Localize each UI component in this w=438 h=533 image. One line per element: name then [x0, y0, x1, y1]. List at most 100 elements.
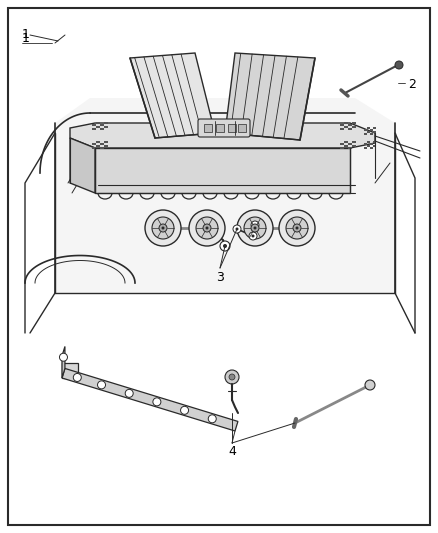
Bar — [104, 126, 108, 128]
Bar — [364, 147, 367, 149]
Circle shape — [153, 398, 161, 406]
Bar — [344, 122, 348, 124]
Polygon shape — [55, 98, 395, 293]
Text: 1: 1 — [22, 33, 30, 45]
Bar — [370, 133, 373, 135]
Circle shape — [251, 224, 259, 232]
Bar — [100, 124, 104, 126]
Bar — [352, 122, 356, 124]
Bar — [204, 124, 212, 132]
Bar — [340, 143, 344, 145]
Circle shape — [189, 210, 225, 246]
Bar — [373, 131, 376, 133]
Bar — [100, 147, 104, 149]
Polygon shape — [130, 53, 215, 138]
Bar — [344, 145, 348, 147]
Circle shape — [203, 224, 211, 232]
Bar — [352, 145, 356, 147]
Circle shape — [244, 217, 266, 239]
Text: 2: 2 — [408, 78, 416, 92]
Circle shape — [196, 217, 218, 239]
Circle shape — [236, 228, 239, 230]
Circle shape — [208, 415, 216, 423]
Circle shape — [220, 241, 230, 251]
Circle shape — [159, 224, 167, 232]
Bar — [348, 128, 352, 130]
Circle shape — [98, 381, 106, 389]
Circle shape — [225, 370, 239, 384]
Bar — [92, 147, 96, 149]
Bar — [216, 124, 224, 132]
Bar — [352, 126, 356, 128]
Bar — [367, 145, 370, 147]
Bar — [340, 128, 344, 130]
Circle shape — [251, 235, 254, 238]
Bar — [367, 127, 370, 129]
Circle shape — [162, 227, 165, 230]
Bar — [344, 126, 348, 128]
Bar — [364, 133, 367, 135]
Bar — [373, 145, 376, 147]
Polygon shape — [62, 368, 238, 431]
Polygon shape — [237, 223, 255, 240]
Polygon shape — [95, 148, 350, 193]
Bar — [228, 124, 236, 132]
Circle shape — [233, 225, 241, 233]
Bar — [348, 143, 352, 145]
Bar — [104, 122, 108, 124]
Bar — [238, 124, 246, 132]
Circle shape — [60, 353, 67, 361]
Circle shape — [223, 244, 227, 248]
Bar — [352, 141, 356, 143]
Bar — [370, 143, 373, 145]
Circle shape — [73, 374, 81, 382]
Bar — [348, 147, 352, 149]
Bar — [344, 141, 348, 143]
Circle shape — [152, 217, 174, 239]
Bar — [100, 143, 104, 145]
Circle shape — [395, 61, 403, 69]
Bar — [370, 147, 373, 149]
Bar — [348, 124, 352, 126]
Circle shape — [293, 224, 301, 232]
Bar — [96, 145, 100, 147]
Polygon shape — [70, 123, 375, 148]
Circle shape — [365, 380, 375, 390]
Bar — [104, 145, 108, 147]
Bar — [364, 143, 367, 145]
Polygon shape — [225, 53, 315, 140]
Circle shape — [279, 210, 315, 246]
Bar — [92, 124, 96, 126]
Bar — [96, 141, 100, 143]
Polygon shape — [70, 138, 95, 193]
Circle shape — [249, 232, 257, 240]
Circle shape — [286, 217, 308, 239]
Text: 1: 1 — [22, 28, 30, 42]
Bar — [367, 131, 370, 133]
Bar — [96, 122, 100, 124]
Circle shape — [237, 210, 273, 246]
Bar — [92, 143, 96, 145]
Circle shape — [296, 227, 299, 230]
Circle shape — [229, 374, 235, 380]
FancyBboxPatch shape — [198, 119, 250, 137]
Circle shape — [205, 227, 208, 230]
Bar — [367, 141, 370, 143]
Bar — [96, 126, 100, 128]
Bar — [100, 128, 104, 130]
Bar — [364, 129, 367, 131]
Circle shape — [180, 406, 189, 414]
Bar — [373, 141, 376, 143]
Bar — [340, 124, 344, 126]
Circle shape — [125, 390, 133, 398]
Text: 4: 4 — [228, 445, 236, 458]
Circle shape — [145, 210, 181, 246]
Bar — [370, 129, 373, 131]
Polygon shape — [62, 363, 78, 378]
Bar — [92, 128, 96, 130]
Polygon shape — [62, 346, 65, 378]
Circle shape — [254, 227, 257, 230]
Bar — [373, 127, 376, 129]
Circle shape — [251, 221, 259, 229]
Bar — [340, 147, 344, 149]
